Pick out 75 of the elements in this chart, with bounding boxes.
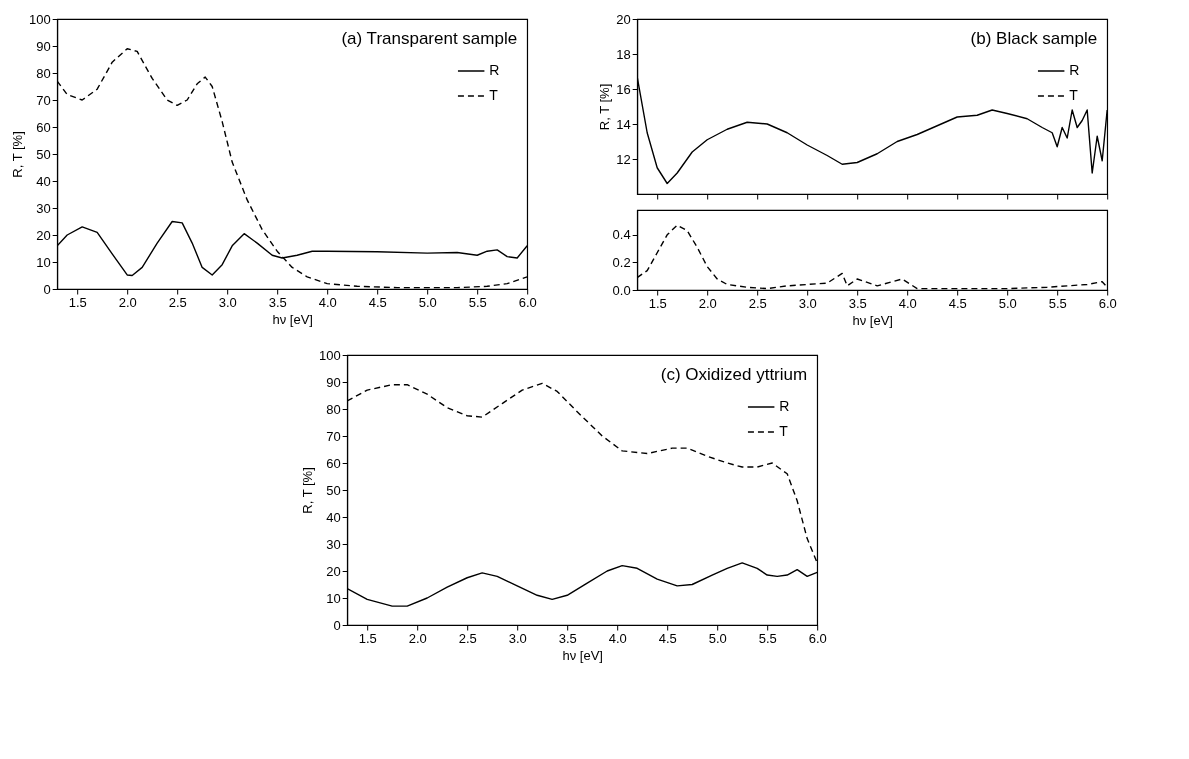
x-tick-label: 6.0 — [1098, 295, 1117, 311]
y-tick-label: 80 — [36, 65, 51, 81]
y-tick-label: 80 — [326, 401, 341, 417]
y-tick-label: 0.0 — [612, 282, 631, 298]
x-tick-label: 5.0 — [998, 295, 1017, 311]
y-tick-label: 60 — [326, 455, 341, 471]
y-tick-label: 60 — [36, 119, 51, 135]
x-tick-label: 3.0 — [798, 295, 817, 311]
x-tick-label: 3.0 — [218, 294, 237, 310]
x-axis-title: hν [eV] — [852, 312, 893, 328]
y-tick-label: 0.2 — [612, 254, 631, 270]
y-tick-label: 0 — [333, 617, 341, 633]
y-axis-title: R, T [%] — [9, 131, 25, 178]
y-tick-label: 40 — [36, 173, 51, 189]
text: (b) Black sample — [970, 29, 1098, 48]
x-tick-label: 5.5 — [468, 294, 487, 310]
y-axis-title: R, T [%] — [299, 467, 315, 514]
x-tick-label: 3.5 — [558, 630, 577, 646]
legend-label: R — [779, 398, 790, 414]
x-tick-label: 1.5 — [648, 295, 667, 311]
x-tick-label: 6.0 — [518, 294, 537, 310]
text: (a) Transparent sample — [341, 29, 518, 48]
x-axis-title: hν [eV] — [562, 647, 603, 663]
x-tick-label: 5.5 — [758, 630, 777, 646]
x-tick-label: 2.0 — [408, 630, 427, 646]
y-tick-label: 20 — [36, 227, 51, 243]
y-axis-title: R, T [%] — [597, 83, 613, 131]
y-tick-label: 0 — [43, 281, 51, 297]
x-tick-label: 4.0 — [608, 630, 627, 646]
x-axis-title: hν [eV] — [272, 311, 313, 327]
legend-label: R — [1069, 62, 1080, 78]
y-tick-label: 14 — [616, 116, 631, 132]
x-tick-label: 5.5 — [1048, 295, 1067, 311]
x-tick-label: 2.0 — [698, 295, 717, 311]
x-tick-label: 5.0 — [418, 294, 437, 310]
x-tick-label: 2.0 — [118, 294, 137, 310]
y-tick-label: 18 — [616, 46, 631, 62]
x-tick-label: 3.5 — [848, 295, 867, 311]
x-tick-label: 5.0 — [708, 630, 727, 646]
x-tick-label: 3.0 — [508, 630, 527, 646]
legend-label: T — [779, 423, 789, 439]
y-tick-label: 20 — [616, 11, 631, 27]
y-tick-label: 100 — [28, 11, 51, 27]
y-tick-label: 50 — [326, 482, 341, 498]
x-tick-label: 4.5 — [368, 294, 387, 310]
y-tick-label: 100 — [318, 347, 341, 363]
y-tick-label: 10 — [36, 254, 51, 270]
y-tick-label: 70 — [326, 428, 341, 444]
x-tick-label: 3.5 — [268, 294, 287, 310]
y-tick-label: 10 — [326, 590, 341, 606]
x-tick-label: 2.5 — [748, 295, 767, 311]
y-tick-label: 90 — [326, 374, 341, 390]
y-tick-label: 30 — [326, 536, 341, 552]
text: (c) Oxidized yttrium — [660, 365, 808, 384]
y-tick-label: 20 — [326, 563, 341, 579]
y-tick-label: 30 — [36, 200, 51, 216]
x-tick-label: 4.5 — [948, 295, 967, 311]
x-tick-label: 1.5 — [358, 630, 377, 646]
y-tick-label: 12 — [616, 151, 631, 167]
y-tick-label: 0.4 — [612, 227, 631, 243]
x-tick-label: 6.0 — [808, 630, 827, 646]
x-tick-label: 4.5 — [658, 630, 677, 646]
legend-label: R — [489, 62, 500, 78]
y-tick-label: 90 — [36, 38, 51, 54]
x-tick-label: 1.5 — [68, 294, 87, 310]
x-tick-label: 4.0 — [318, 294, 337, 310]
y-tick-label: 16 — [616, 81, 631, 97]
y-tick-label: 70 — [36, 92, 51, 108]
x-tick-label: 2.5 — [458, 630, 477, 646]
y-tick-label: 50 — [36, 146, 51, 162]
legend-label: T — [489, 87, 499, 103]
y-tick-label: 40 — [326, 509, 341, 525]
legend-label: T — [1069, 87, 1079, 103]
x-tick-label: 4.0 — [898, 295, 917, 311]
x-tick-label: 2.5 — [168, 294, 187, 310]
